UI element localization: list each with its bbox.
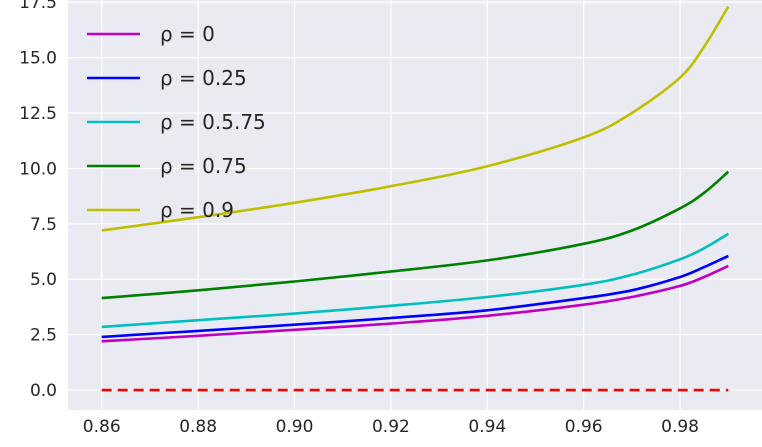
series-line-0 [101,264,729,343]
series-line-4 [101,5,730,232]
x-tick-label: 0.98 [661,417,699,437]
legend: ρ = 0 ρ = 0.25 ρ = 0.5.75 ρ = 0.75 ρ = 0.9 [87,22,266,222]
y-tick-label: 7.5 [30,215,57,235]
y-tick-label: 12.5 [19,104,57,124]
legend-label: ρ = 0.75 [160,154,247,178]
y-axis-tick-labels: 0.0 2.5 5.0 7.5 10.0 12.5 15.0 17.5 [19,0,57,401]
series-line-1 [101,254,729,339]
series-line-3 [101,170,730,300]
x-tick-label: 0.94 [468,417,506,437]
y-tick-label: 10.0 [19,159,57,179]
series-lines [101,5,730,392]
y-tick-label: 15.0 [19,49,57,69]
legend-label: ρ = 0.9 [160,198,234,222]
y-tick-label: 17.5 [19,0,57,13]
legend-label: ρ = 0 [160,22,215,46]
y-tick-label: 2.5 [30,326,57,346]
x-tick-label: 0.86 [83,417,121,437]
plot-area [68,0,762,410]
x-tick-label: 0.88 [179,417,217,437]
y-tick-label: 0.0 [30,381,57,401]
x-tick-label: 0.96 [565,417,603,437]
x-grid [101,0,681,410]
legend-label: ρ = 0.5.75 [160,110,266,134]
series-line-2 [101,232,729,329]
y-tick-label: 5.0 [30,270,57,290]
x-tick-label: 0.90 [276,417,314,437]
x-axis-tick-labels: 0.86 0.88 0.90 0.92 0.94 0.96 0.98 [83,417,699,437]
x-tick-label: 0.92 [372,417,410,437]
legend-label: ρ = 0.25 [160,66,247,90]
